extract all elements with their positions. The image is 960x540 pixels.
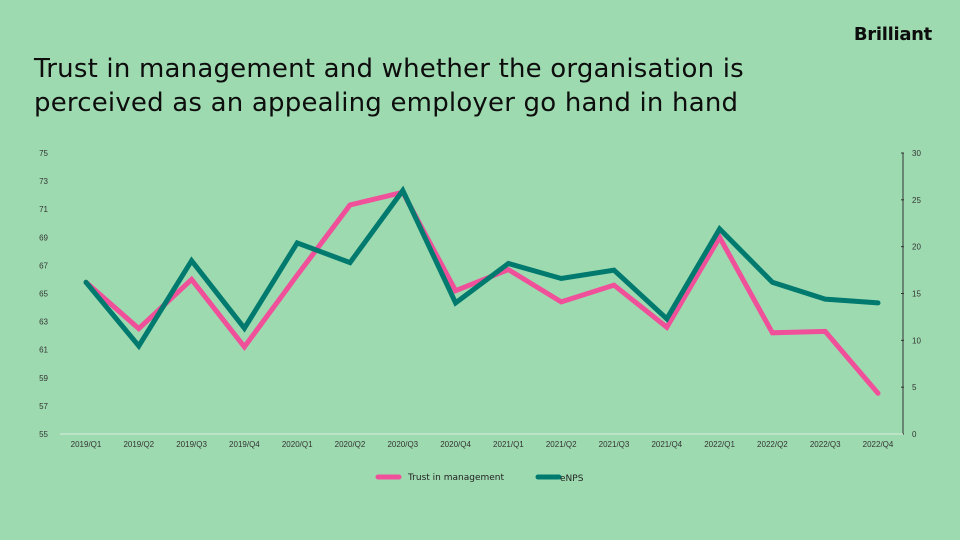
legend-label-enps: eNPS <box>560 474 584 484</box>
left-axis-tick-label: 57 <box>39 402 48 411</box>
x-axis-tick-label: 2021/Q1 <box>493 440 524 449</box>
x-axis-tick-label: 2021/Q3 <box>599 440 630 449</box>
right-axis-tick-label: 10 <box>912 336 921 345</box>
page-title: Trust in management and whether the orga… <box>34 52 814 120</box>
right-axis-tick-label: 20 <box>912 243 921 252</box>
x-axis-labels: 2019/Q1 2019/Q2 2019/Q3 2019/Q4 2020/Q1 2020/… <box>71 440 894 449</box>
left-axis-tick-label: 67 <box>39 261 48 270</box>
x-axis-tick-label: 2019/Q1 <box>71 440 102 449</box>
x-axis-tick-label: 2020/Q4 <box>440 440 471 449</box>
left-axis-tick-label: 65 <box>39 290 48 299</box>
x-axis-tick-label: 2020/Q3 <box>387 440 418 449</box>
right-axis-tick-label: 25 <box>912 196 921 205</box>
right-axis-tick-label: 15 <box>912 290 921 299</box>
x-axis-tick-label: 2019/Q2 <box>123 440 154 449</box>
x-axis-tick-label: 2022/Q2 <box>757 440 788 449</box>
x-axis-tick-label: 2022/Q1 <box>704 440 735 449</box>
left-axis-tick-label: 73 <box>39 177 48 186</box>
right-axis-tick-label: 30 <box>912 149 921 158</box>
title-line-1: Trust in management and whether the orga… <box>34 54 744 84</box>
legend-label-trust: Trust in management <box>407 473 504 483</box>
left-y-axis: 55 57 59 61 63 65 67 69 71 73 75 <box>39 149 48 439</box>
x-axis-tick-label: 2020/Q2 <box>335 440 366 449</box>
x-axis-tick-label: 2022/Q4 <box>863 440 894 449</box>
title-line-2: perceived as an appealing employer go ha… <box>34 88 739 118</box>
legend: Trust in management eNPS <box>375 473 584 484</box>
left-axis-tick-label: 75 <box>39 149 48 158</box>
x-axis-tick-label: 2022/Q3 <box>810 440 841 449</box>
left-axis-tick-label: 61 <box>39 346 48 355</box>
left-axis-tick-label: 63 <box>39 318 48 327</box>
right-axis-tick-label: 0 <box>912 430 917 439</box>
left-axis-tick-label: 71 <box>39 205 48 214</box>
x-axis-tick-label: 2021/Q2 <box>546 440 577 449</box>
x-axis-tick-label: 2019/Q3 <box>176 440 207 449</box>
brilliant-logo: Brilliant <box>853 24 932 45</box>
x-axis-tick-label: 2019/Q4 <box>229 440 260 449</box>
left-axis-tick-label: 55 <box>39 430 48 439</box>
right-y-axis: 0 5 10 15 20 25 30 <box>901 149 921 439</box>
x-axis-tick-label: 2021/Q4 <box>651 440 682 449</box>
enps-line <box>83 185 881 351</box>
series-lines <box>83 185 881 396</box>
trust-in-management-line <box>83 189 881 396</box>
x-axis-tick-label: 2020/Q1 <box>282 440 313 449</box>
left-axis-tick-label: 59 <box>39 374 48 383</box>
right-axis-tick-label: 5 <box>912 383 917 392</box>
left-axis-tick-label: 69 <box>39 233 48 242</box>
